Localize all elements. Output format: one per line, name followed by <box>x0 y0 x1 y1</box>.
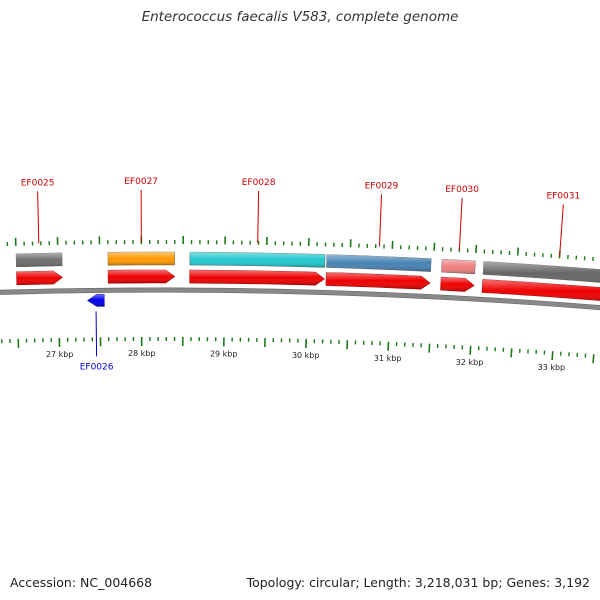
cds-arrow-shading <box>482 279 600 301</box>
genome-backbone <box>0 287 600 311</box>
gene-leader-line <box>559 204 564 257</box>
gene-leader-line <box>95 311 98 357</box>
length-value: 3,218,031 bp <box>414 575 499 590</box>
cds-arrow-shading <box>189 270 325 286</box>
gene-product-shading <box>483 261 600 283</box>
inner-tick-ring <box>1 337 595 364</box>
gene-product-shading <box>441 259 476 274</box>
gene-label[interactable]: EF0026 <box>80 362 114 372</box>
cds-arrow-shading <box>325 272 431 290</box>
outer-tick <box>516 247 520 256</box>
inner-tick <box>469 345 472 355</box>
gene-label[interactable]: EF0030 <box>445 185 479 195</box>
gene-product-shading <box>326 254 432 272</box>
axis-label: 30 kbp <box>292 351 320 360</box>
axis-label: 29 kbp <box>210 349 238 358</box>
length-label: Length: <box>363 575 411 590</box>
accession-info: Accession: NC_004668 <box>10 575 152 590</box>
label-layer: 27 kbp 28 kbp 29 kbp 30 kbp 31 kbp 32 kbp 33 k… <box>21 177 580 372</box>
gene-product-shading <box>16 252 63 267</box>
gene-product-shading <box>189 252 326 268</box>
gene-label[interactable]: EF0031 <box>546 192 580 202</box>
axis-label: 32 kbp <box>456 358 484 367</box>
cds-arrow-shading <box>16 271 63 285</box>
gene-label[interactable]: EF0028 <box>242 178 276 188</box>
accession-label: Accession: <box>10 575 77 590</box>
genes-label: Genes: <box>506 575 551 590</box>
inner-tick <box>551 351 554 361</box>
genome-summary: Topology: circular; Length: 3,218,031 bp… <box>246 575 590 590</box>
gene-label[interactable]: EF0027 <box>124 177 158 187</box>
gene-leader-line <box>257 190 260 243</box>
map-title: Enterococcus faecalis V583, complete gen… <box>141 9 459 25</box>
inner-tick <box>592 354 595 364</box>
gene-label[interactable]: EF0025 <box>21 178 55 188</box>
inner-tick <box>510 348 513 358</box>
accession-value: NC_004668 <box>80 575 153 590</box>
backbone-ring <box>0 287 600 311</box>
axis-label: 33 kbp <box>538 363 566 372</box>
cds-arrow-shading <box>87 294 105 307</box>
gene-leader-line <box>37 191 40 244</box>
gene-label[interactable]: EF0029 <box>365 181 399 191</box>
feature-track <box>15 251 600 307</box>
gene-leader-line <box>458 198 463 251</box>
cds-arrow-shading <box>440 277 475 292</box>
genes-value: 3,192 <box>554 575 590 590</box>
axis-label: 28 kbp <box>128 349 156 358</box>
gene-leader-line <box>378 194 383 247</box>
topology-value: circular <box>309 575 356 590</box>
axis-label: 31 kbp <box>374 354 402 363</box>
topology-label: Topology: <box>246 575 306 590</box>
gene-product-shading <box>107 252 175 266</box>
axis-label: 27 kbp <box>46 350 74 359</box>
outer-tick-ring <box>6 236 594 261</box>
cds-arrow-shading <box>108 270 175 284</box>
